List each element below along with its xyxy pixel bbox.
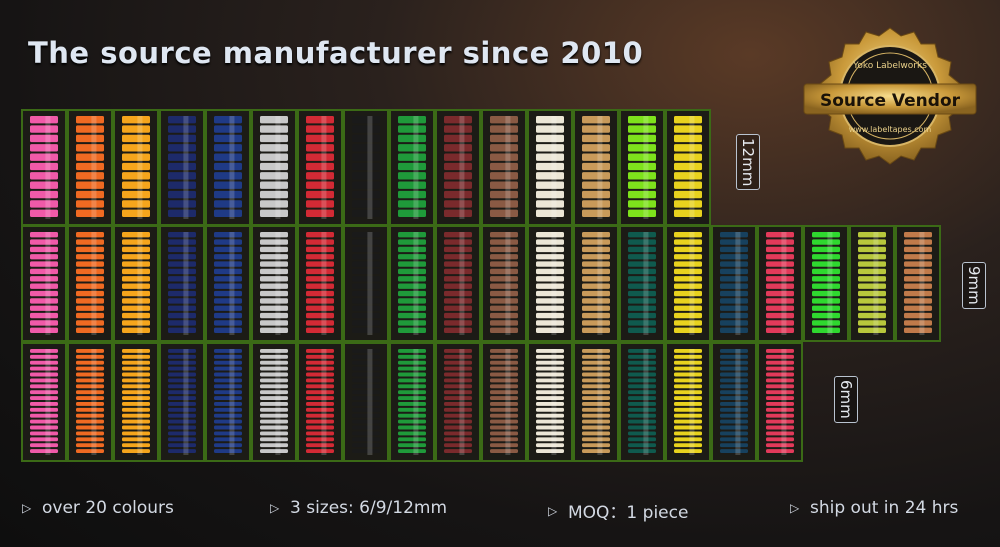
- tape-spool-box: [297, 342, 343, 462]
- tape-spool-box: [113, 342, 159, 462]
- tape-spool-box: [343, 342, 389, 462]
- tape-spool-box: [665, 225, 711, 342]
- tape-spool-box: [297, 225, 343, 342]
- tape-spool-box: [251, 342, 297, 462]
- tape-spool-box: [619, 342, 665, 462]
- tape-spool-box: [573, 225, 619, 342]
- tape-spool-box: [849, 225, 895, 342]
- tape-spool-box: [665, 109, 711, 226]
- size-label-6mm: 6mm: [834, 376, 858, 423]
- tape-spool-box: [21, 342, 67, 462]
- tape-spool-box: [21, 225, 67, 342]
- tape-spool-box: [159, 225, 205, 342]
- tape-spool-box: [297, 109, 343, 226]
- feature-moq: ▷ MOQ：1 piece: [548, 498, 688, 523]
- feature-text: MOQ：1 piece: [568, 503, 689, 523]
- size-label-9mm: 9mm: [962, 262, 986, 309]
- tape-spool-box: [205, 225, 251, 342]
- tape-spool-box: [435, 109, 481, 226]
- tape-spool-box: [665, 342, 711, 462]
- play-arrow-icon: ▷: [548, 503, 558, 518]
- tape-spool-box: [527, 109, 573, 226]
- tape-spool-box: [527, 342, 573, 462]
- tape-spool-box: [67, 342, 113, 462]
- tape-spool-box: [251, 109, 297, 226]
- tape-spool-box: [343, 109, 389, 226]
- tape-spool-box: [205, 342, 251, 462]
- feature-sizes: ▷ 3 sizes: 6/9/12mm: [270, 498, 447, 518]
- tape-spool-box: [573, 109, 619, 226]
- tape-spool-box: [343, 225, 389, 342]
- tape-spool-box: [619, 109, 665, 226]
- size-label-12mm: 12mm: [736, 134, 760, 191]
- badge-seal-icon: [803, 27, 977, 165]
- tape-spool-box: [389, 225, 435, 342]
- feature-bar: ▷ over 20 colours ▷ 3 sizes: 6/9/12mm ▷ …: [0, 490, 1000, 530]
- feature-shipping: ▷ ship out in 24 hrs: [790, 498, 958, 518]
- feature-colours: ▷ over 20 colours: [22, 498, 174, 518]
- tape-spool-box: [435, 225, 481, 342]
- tape-spool-box: [481, 225, 527, 342]
- tape-spool-box: [67, 225, 113, 342]
- tape-spool-box: [159, 342, 205, 462]
- headline: The source manufacturer since 2010: [28, 36, 644, 70]
- tape-spool-box: [757, 342, 803, 462]
- play-arrow-icon: ▷: [790, 501, 800, 515]
- tape-spool-box: [619, 225, 665, 342]
- tape-spool-box: [113, 225, 159, 342]
- source-vendor-badge: Yoko Labelworks Source Vendor www.labelt…: [803, 27, 977, 165]
- tape-spool-box: [895, 225, 941, 342]
- tape-spool-box: [389, 109, 435, 226]
- spool-rows: [21, 109, 941, 462]
- feature-text: ship out in 24 hrs: [810, 498, 959, 518]
- tape-spool-box: [757, 225, 803, 342]
- tape-spool-box: [481, 342, 527, 462]
- tape-spool-box: [711, 225, 757, 342]
- tape-spool-box: [803, 225, 849, 342]
- tape-spool-box: [21, 109, 67, 226]
- tape-spool-box: [573, 342, 619, 462]
- feature-text: over 20 colours: [42, 498, 174, 518]
- tape-spool-box: [67, 109, 113, 226]
- tape-spool-box: [205, 109, 251, 226]
- feature-text: 3 sizes: 6/9/12mm: [290, 498, 448, 518]
- tape-spool-box: [481, 109, 527, 226]
- tape-spool-box: [435, 342, 481, 462]
- tape-spool-box: [251, 225, 297, 342]
- tape-spool-box: [527, 225, 573, 342]
- badge-url: www.labeltapes.com: [849, 125, 932, 134]
- tape-spool-box: [113, 109, 159, 226]
- badge-title: Source Vendor: [820, 91, 961, 111]
- play-arrow-icon: ▷: [270, 501, 280, 515]
- badge-top-text: Yoko Labelworks: [852, 61, 927, 71]
- tape-spool-box: [389, 342, 435, 462]
- tape-spool-box: [159, 109, 205, 226]
- tape-spool-box: [711, 342, 757, 462]
- play-arrow-icon: ▷: [22, 501, 32, 515]
